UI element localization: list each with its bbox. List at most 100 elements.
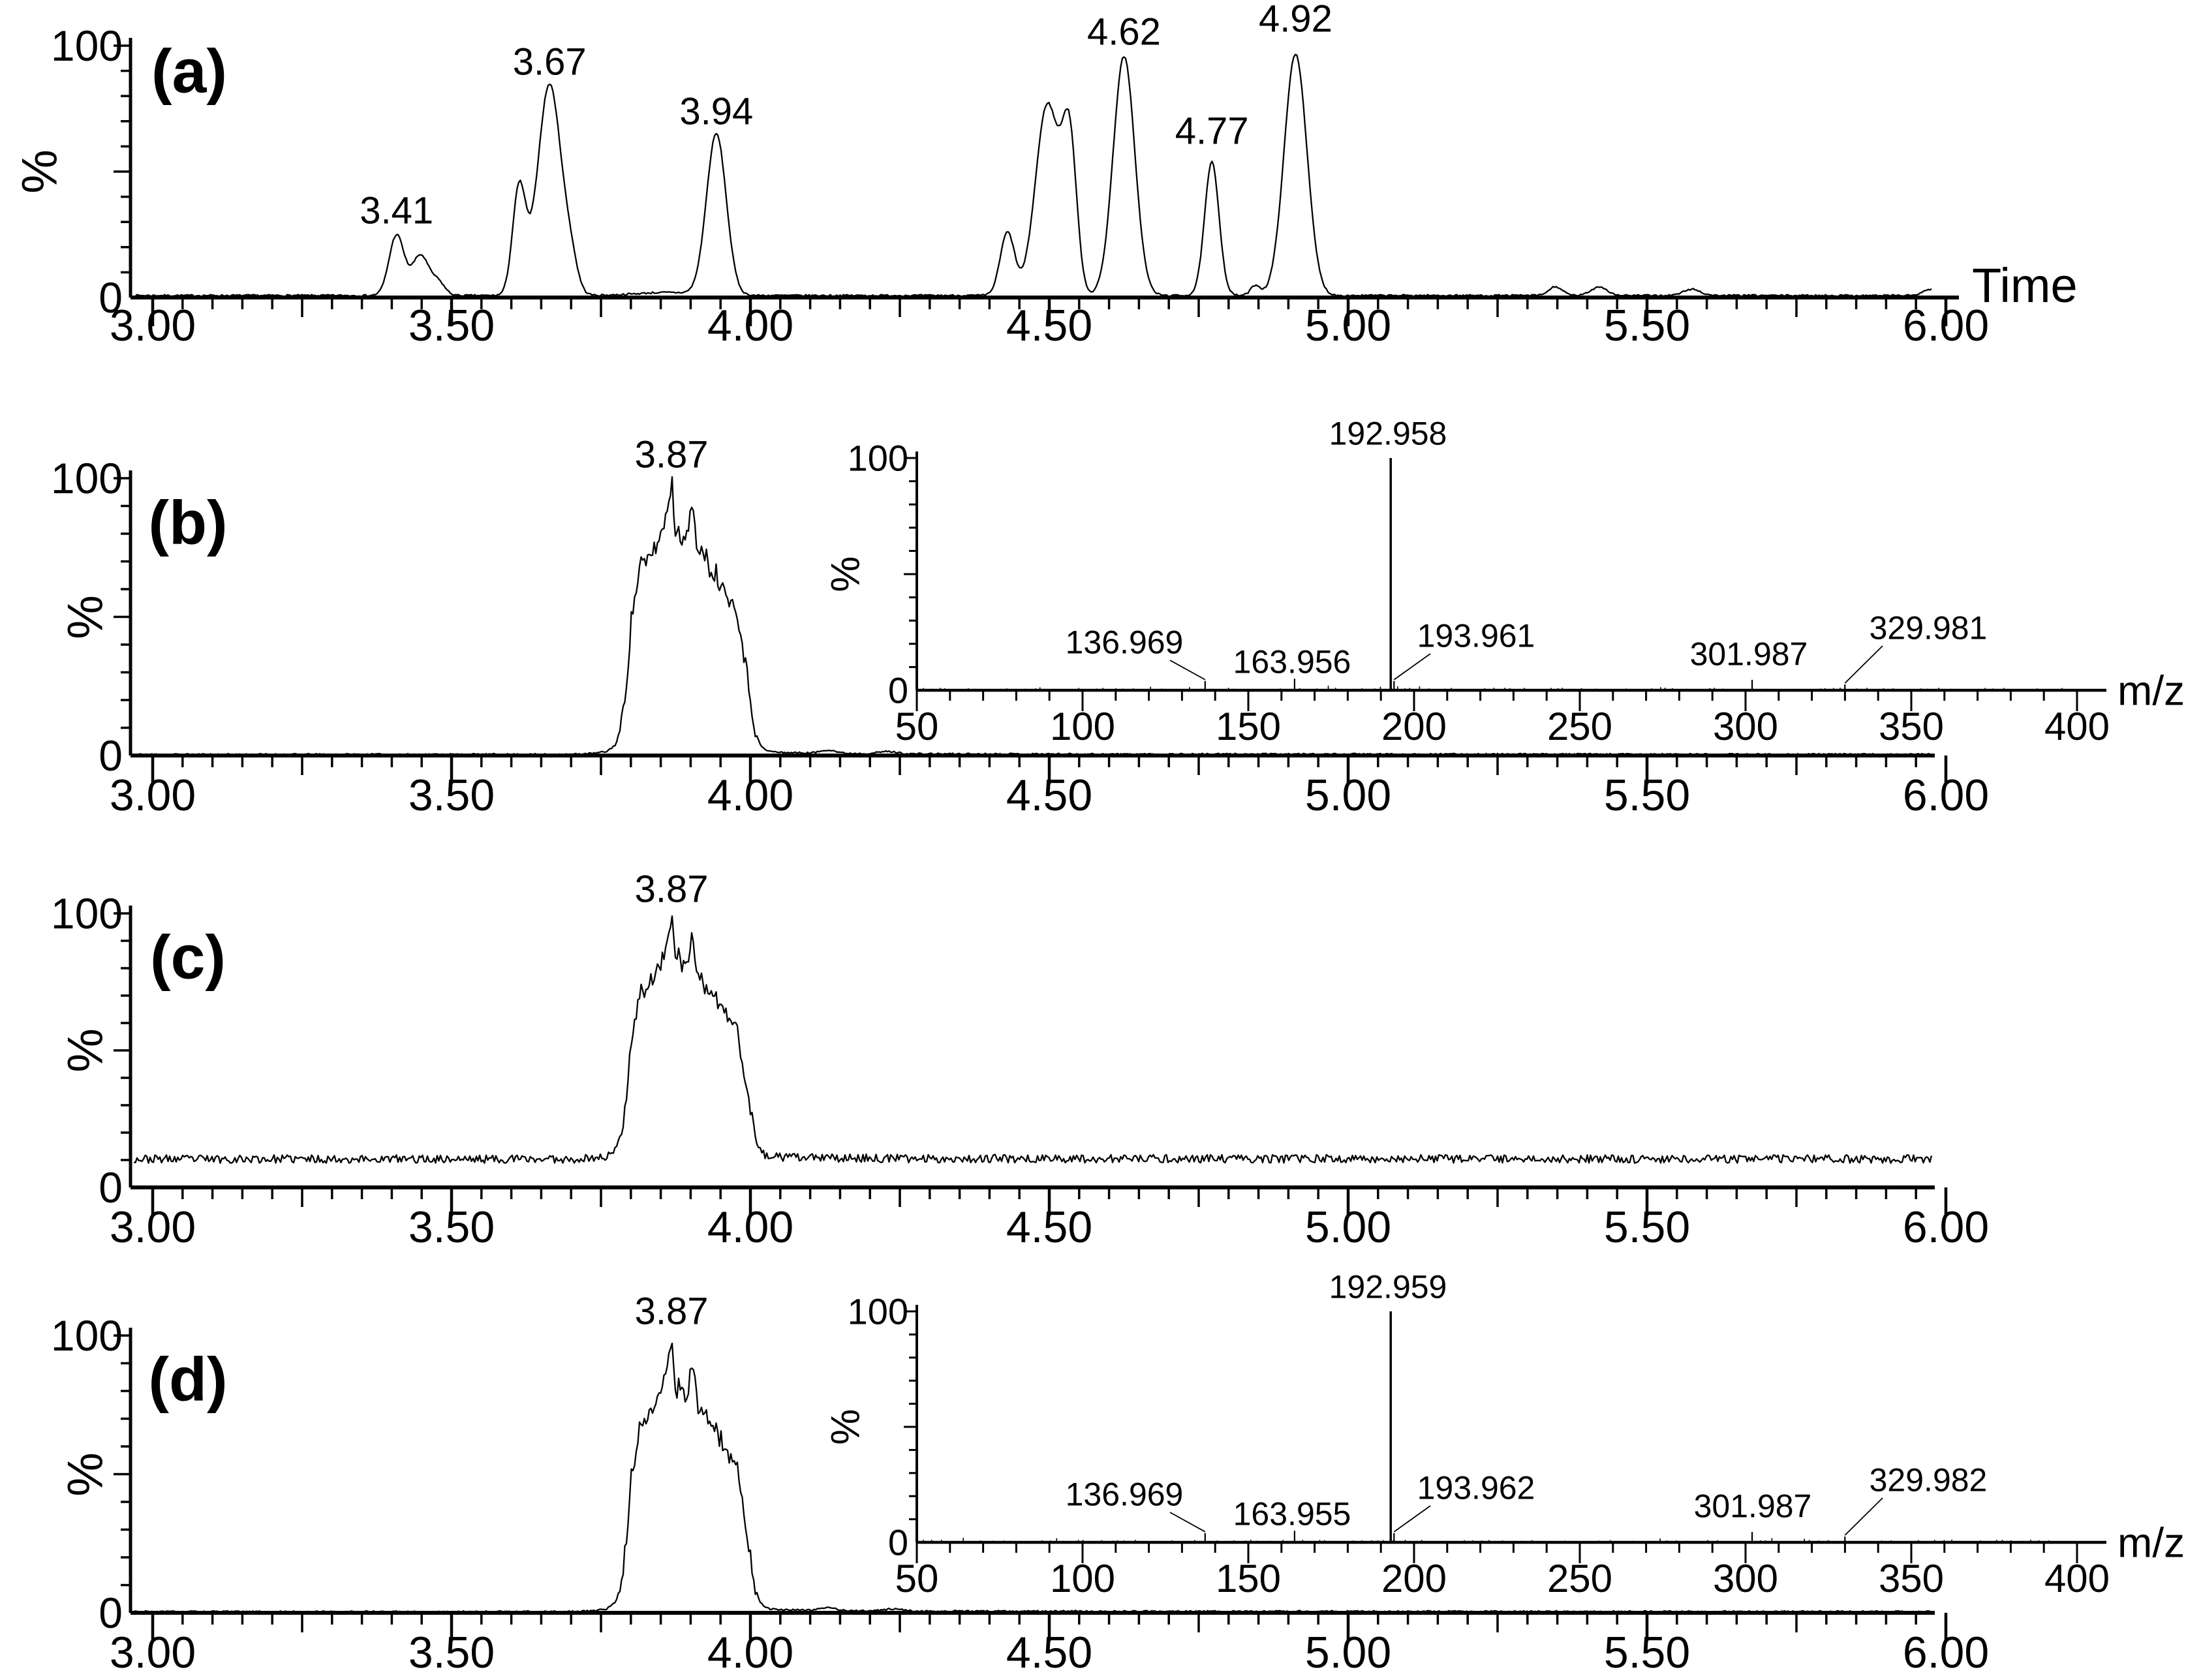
x-tick-label: 3.50 bbox=[408, 771, 495, 820]
y-axis-min-label: 0 bbox=[99, 1163, 123, 1212]
inset-x-tick-label: 100 bbox=[1050, 705, 1115, 748]
panel-b-plot: 3.00 3.50 4.00 4.50 5.00 5.50 6.00 3.87 bbox=[110, 433, 1989, 820]
x-tick-label: 4.00 bbox=[707, 1202, 793, 1252]
inset-y-axis-title: % bbox=[824, 1409, 869, 1444]
panel-d-inset: 50 100 150 200 250 300 350 400 136.969 163.955 192… bbox=[824, 1269, 2185, 1601]
inset-y-axis-title: % bbox=[824, 556, 869, 592]
chromatogram-trace bbox=[133, 476, 1932, 756]
x-tick-label: 3.00 bbox=[110, 301, 196, 350]
x-tick-label: 6.00 bbox=[1903, 1202, 1989, 1252]
x-tick-label: 5.50 bbox=[1604, 1628, 1690, 1677]
inset-x-tick-label: 50 bbox=[895, 705, 939, 748]
panel-c: 3.00 3.50 4.00 4.50 5.00 5.50 6.00 3.87 100 0 %… bbox=[51, 868, 1989, 1252]
inset-x-tick-label: 350 bbox=[1879, 705, 1944, 748]
inset-y-axis-min-label: 0 bbox=[888, 670, 908, 711]
inset-x-tick-label: 350 bbox=[1879, 1557, 1944, 1600]
y-axis-max-label: 100 bbox=[51, 1311, 123, 1360]
chromatogram-trace bbox=[133, 915, 1933, 1164]
peak-label: 4.77 bbox=[1175, 110, 1249, 152]
x-tick-label: 5.50 bbox=[1604, 771, 1690, 820]
panel-a-plot: 3.00 3.50 4.00 4.50 5.00 5.50 6.00 3.41 3.67 3.94… bbox=[110, 0, 1989, 350]
panel-label-c: (c) bbox=[150, 923, 226, 992]
y-axis-max-label: 100 bbox=[51, 22, 123, 70]
x-tick-label: 4.00 bbox=[707, 771, 793, 820]
panel-a: 3.00 3.50 4.00 4.50 5.00 5.50 6.00 3.41 3.67 3.94… bbox=[12, 0, 2078, 350]
peak-label: 3.94 bbox=[679, 90, 753, 132]
ms-peak-label: 193.962 bbox=[1417, 1470, 1535, 1506]
inset-x-tick-label: 150 bbox=[1216, 705, 1281, 748]
x-tick-label: 5.00 bbox=[1305, 1202, 1391, 1252]
x-tick-label: 3.50 bbox=[408, 1202, 495, 1252]
ms-peak-label: 301.987 bbox=[1690, 636, 1808, 673]
inset-x-tick-label: 250 bbox=[1547, 1557, 1612, 1600]
panel-b-inset: 50 100 150 200 250 300 350 400 136.969 163.956 192… bbox=[824, 416, 2185, 749]
panel-label-a: (a) bbox=[151, 37, 227, 106]
inset-y-axis-max-label: 100 bbox=[848, 438, 908, 479]
inset-x-tick-label: 400 bbox=[2044, 705, 2110, 748]
panel-d: 3.00 3.50 4.00 4.50 5.00 5.50 6.00 3.87 100 0 %… bbox=[51, 1269, 2185, 1677]
y-axis-min-label: 0 bbox=[99, 731, 123, 780]
x-tick-label: 5.00 bbox=[1305, 1628, 1391, 1677]
inset-x-tick-label: 150 bbox=[1216, 1557, 1281, 1600]
ms-peak-label: 301.987 bbox=[1694, 1488, 1812, 1525]
panel-b: 3.00 3.50 4.00 4.50 5.00 5.50 6.00 3.87 100 0 %… bbox=[51, 416, 2185, 820]
x-tick-label: 3.50 bbox=[408, 301, 495, 350]
x-tick-label: 4.50 bbox=[1006, 1628, 1092, 1677]
y-axis-title: % bbox=[58, 1452, 114, 1497]
peak-label: 3.87 bbox=[635, 1290, 709, 1332]
y-axis-title: % bbox=[58, 1028, 114, 1073]
chromatogram-trace bbox=[133, 53, 1932, 298]
x-tick-label: 3.50 bbox=[408, 1628, 495, 1677]
x-tick-label: 4.50 bbox=[1006, 301, 1092, 350]
ms-peak-label: 193.961 bbox=[1417, 618, 1535, 654]
x-tick-label: 3.00 bbox=[110, 771, 196, 820]
inset-x-tick-label: 300 bbox=[1713, 1557, 1778, 1600]
x-tick-label: 5.00 bbox=[1305, 301, 1391, 350]
inset-y-axis-min-label: 0 bbox=[888, 1522, 908, 1563]
peak-label: 3.87 bbox=[635, 433, 709, 476]
panel-c-plot: 3.00 3.50 4.00 4.50 5.00 5.50 6.00 3.87 bbox=[110, 868, 1989, 1252]
inset-x-axis-title-mz: m/z bbox=[2117, 1519, 2185, 1566]
y-axis-min-label: 0 bbox=[99, 273, 123, 322]
chromatogram-trace bbox=[133, 1342, 1932, 1613]
ms-peak-label: 329.982 bbox=[1870, 1462, 1988, 1499]
x-tick-label: 4.00 bbox=[707, 301, 793, 350]
inset-x-tick-label: 250 bbox=[1547, 705, 1612, 748]
leader-line bbox=[1844, 1497, 1883, 1536]
x-tick-label: 6.00 bbox=[1903, 301, 1989, 350]
inset-x-tick-label: 200 bbox=[1381, 1557, 1447, 1600]
y-axis-max-label: 100 bbox=[51, 889, 123, 938]
y-axis-title: % bbox=[58, 595, 114, 639]
x-axis-title-time: Time bbox=[1972, 258, 2078, 313]
leader-line bbox=[1393, 1505, 1431, 1533]
peak-label: 3.87 bbox=[635, 868, 709, 910]
panel-label-b: (b) bbox=[148, 488, 227, 557]
peak-label: 4.62 bbox=[1087, 10, 1161, 53]
inset-x-tick-label: 300 bbox=[1713, 705, 1778, 748]
x-tick-label: 6.00 bbox=[1903, 771, 1989, 820]
x-tick-label: 5.00 bbox=[1305, 771, 1391, 820]
ms-peak-label: 192.959 bbox=[1329, 1269, 1447, 1306]
x-tick-label: 5.50 bbox=[1604, 301, 1690, 350]
x-tick-label: 4.50 bbox=[1006, 771, 1092, 820]
inset-x-axis-title-mz: m/z bbox=[2117, 667, 2185, 714]
x-tick-label: 3.00 bbox=[110, 1628, 196, 1677]
peak-label: 3.41 bbox=[360, 189, 433, 232]
inset-x-tick-label: 400 bbox=[2044, 1557, 2110, 1600]
y-axis-max-label: 100 bbox=[51, 454, 123, 502]
ms-peak-label: 329.981 bbox=[1870, 610, 1988, 647]
x-tick-label: 4.50 bbox=[1006, 1202, 1092, 1252]
inset-x-tick-label: 100 bbox=[1050, 1557, 1115, 1600]
x-tick-label: 4.00 bbox=[707, 1628, 793, 1677]
ms-peak-label: 192.958 bbox=[1329, 416, 1447, 452]
y-axis-min-label: 0 bbox=[99, 1589, 123, 1637]
leader-line bbox=[1844, 645, 1883, 684]
inset-y-axis-max-label: 100 bbox=[848, 1291, 908, 1332]
ms-peak-label: 136.969 bbox=[1066, 624, 1184, 661]
ms-peak-label: 163.956 bbox=[1233, 644, 1351, 680]
panel-label-d: (d) bbox=[148, 1345, 227, 1414]
y-axis-title: % bbox=[12, 149, 68, 194]
x-tick-label: 5.50 bbox=[1604, 1202, 1690, 1252]
leader-line bbox=[1169, 660, 1206, 680]
